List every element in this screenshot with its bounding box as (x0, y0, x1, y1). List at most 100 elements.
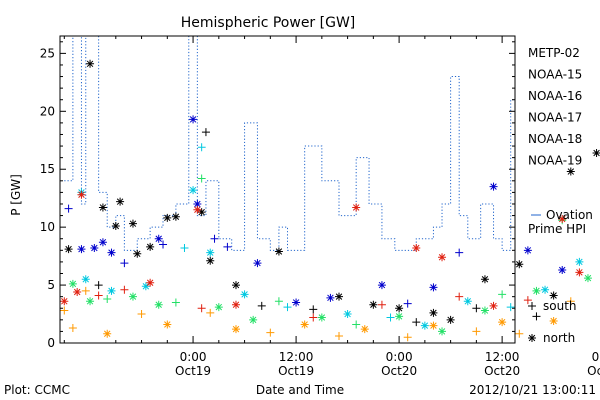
point-noaa-19-4 (120, 285, 129, 294)
point-noaa-19-7 (197, 304, 206, 313)
point-noaa-18-18 (566, 297, 575, 306)
point-noaa-17-10 (317, 313, 326, 322)
x-tick-date-1: Oct19 (278, 364, 314, 378)
point-noaa-19-15 (489, 301, 498, 310)
point-metp-02-28 (309, 305, 318, 314)
y-tick-label-10: 10 (40, 220, 55, 234)
point-noaa-16-9 (283, 303, 292, 312)
point-metp-02-10 (197, 208, 206, 217)
ovation-label-line1: Ovation (546, 208, 593, 222)
point-noaa-18-12 (403, 333, 412, 342)
point-noaa-19-9 (309, 313, 318, 322)
point-noaa-19-0 (60, 297, 69, 306)
point-noaa-15-21 (558, 266, 567, 275)
point-noaa-19-11 (377, 300, 386, 309)
point-metp-02-30 (472, 304, 481, 313)
y-tick-label-20: 20 (40, 104, 55, 118)
x-tick-time-0: 0:00 (180, 350, 207, 364)
point-noaa-16-12 (420, 321, 429, 330)
point-noaa-16-10 (343, 310, 352, 319)
point-noaa-18-8 (266, 328, 275, 337)
point-noaa-17-4 (154, 300, 163, 309)
point-metp-02-15 (335, 292, 344, 301)
point-metp-02-7 (146, 242, 155, 251)
point-metp-02-22 (549, 291, 558, 300)
x-axis-label: Date and Time (256, 383, 344, 397)
point-metp-02-20 (480, 275, 489, 284)
y-tick-label-5: 5 (47, 278, 55, 292)
ovation-label-line2: Prime HPI (528, 222, 586, 236)
point-metp-02-23 (566, 167, 575, 176)
plot-credit: Plot: CCMC (4, 383, 70, 397)
x-tick-date-3: Oct20 (484, 364, 520, 378)
point-noaa-18-13 (429, 321, 438, 330)
x-tick-time-4: 0:00 (592, 350, 600, 364)
y-tick-label-0: 0 (47, 336, 55, 350)
y-axis-label: P [GW] (9, 174, 23, 216)
series-noaa-18 (60, 286, 575, 342)
point-metp-02-13 (231, 281, 240, 290)
point-noaa-17-2 (103, 294, 112, 303)
x-tick-date-0: Oct19 (175, 364, 211, 378)
point-noaa-18-16 (515, 329, 524, 338)
point-noaa-15-18 (455, 248, 464, 257)
point-noaa-17-5 (171, 298, 180, 307)
point-noaa-18-0 (60, 306, 69, 315)
point-metp-02-11 (201, 128, 210, 137)
marker-legend-label-south: south (543, 299, 577, 313)
marker-legend-star-icon (528, 334, 536, 342)
point-metp-02-21 (515, 260, 524, 269)
point-noaa-15-1 (77, 245, 86, 254)
series-noaa-19 (60, 190, 584, 322)
point-metp-02-26 (94, 281, 103, 290)
point-noaa-19-16 (523, 296, 532, 305)
point-noaa-19-3 (94, 291, 103, 300)
point-metp-02-6 (133, 249, 142, 258)
point-noaa-16-4 (180, 244, 189, 253)
point-noaa-16-3 (141, 282, 150, 291)
point-metp-02-31 (532, 312, 541, 321)
y-tick-label-15: 15 (40, 162, 55, 176)
point-noaa-16-1 (81, 275, 90, 284)
point-noaa-19-18 (575, 268, 584, 277)
point-noaa-15-9 (193, 199, 202, 208)
point-metp-02-9 (171, 212, 180, 221)
point-noaa-16-15 (541, 285, 550, 294)
point-noaa-18-4 (137, 310, 146, 319)
marker-legend-plus-icon (528, 302, 536, 310)
point-noaa-17-9 (274, 297, 283, 306)
point-noaa-19-12 (412, 244, 421, 253)
point-metp-02-5 (128, 219, 137, 228)
chart-title: Hemispheric Power [GW] (181, 15, 356, 31)
point-noaa-15-0 (64, 204, 73, 213)
point-noaa-18-5 (163, 320, 172, 329)
point-noaa-16-13 (463, 297, 472, 306)
point-noaa-16-8 (240, 290, 249, 299)
legend-entry-noaa-15: NOAA-15 (528, 68, 582, 82)
point-noaa-15-3 (98, 238, 107, 247)
point-metp-02-0 (64, 245, 73, 254)
series-noaa-15 (64, 115, 567, 308)
point-noaa-17-16 (532, 286, 541, 295)
point-noaa-17-8 (249, 315, 258, 324)
point-noaa-19-13 (438, 253, 447, 262)
point-noaa-15-16 (403, 299, 412, 308)
x-tick-time-3: 12:00 (485, 350, 520, 364)
point-noaa-17-1 (86, 297, 95, 306)
point-metp-02-29 (412, 318, 421, 327)
point-noaa-19-6 (193, 205, 202, 214)
point-noaa-19-10 (352, 203, 361, 212)
point-noaa-16-11 (386, 313, 395, 322)
point-noaa-18-7 (231, 325, 240, 334)
legend-entry-metp-02: METP-02 (528, 46, 580, 60)
series-metp-02 (64, 59, 600, 327)
point-noaa-15-15 (377, 281, 386, 290)
point-noaa-15-14 (326, 293, 335, 302)
x-tick-date-2: Oct20 (381, 364, 417, 378)
point-noaa-15-19 (489, 182, 498, 191)
plot-timestamp: 2012/10/21 13:00:11 (469, 383, 596, 397)
point-noaa-17-0 (68, 279, 77, 288)
point-noaa-17-13 (438, 327, 447, 336)
point-noaa-18-17 (549, 316, 558, 325)
point-metp-02-8 (163, 213, 172, 222)
